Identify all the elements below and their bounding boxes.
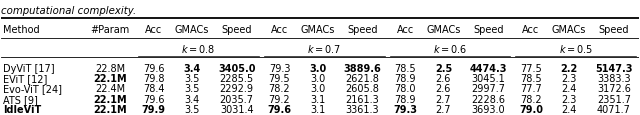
Text: Speed: Speed (473, 24, 504, 34)
Text: 3.5: 3.5 (184, 73, 200, 83)
Text: Evo-ViT [24]: Evo-ViT [24] (3, 84, 61, 94)
Text: #Param: #Param (90, 24, 130, 34)
Text: 22.1M: 22.1M (93, 94, 127, 104)
Text: Speed: Speed (598, 24, 629, 34)
Text: 3.5: 3.5 (184, 84, 200, 94)
Text: 22.4M: 22.4M (95, 84, 125, 94)
Text: IdleViT: IdleViT (3, 104, 41, 114)
Text: 2.5: 2.5 (435, 63, 452, 73)
Text: $k=0.7$: $k=0.7$ (307, 42, 341, 54)
Text: 22.8M: 22.8M (95, 63, 125, 73)
Text: 2.7: 2.7 (436, 94, 451, 104)
Text: Acc: Acc (522, 24, 540, 34)
Text: 79.8: 79.8 (143, 73, 164, 83)
Text: 3.4: 3.4 (183, 63, 200, 73)
Text: 79.3: 79.3 (269, 63, 291, 73)
Text: 77.7: 77.7 (520, 84, 542, 94)
Text: 79.5: 79.5 (269, 73, 291, 83)
Text: Acc: Acc (397, 24, 414, 34)
Text: 2292.9: 2292.9 (220, 84, 253, 94)
Text: 2.3: 2.3 (561, 94, 577, 104)
Text: 79.6: 79.6 (268, 104, 291, 114)
Text: GMACs: GMACs (426, 24, 461, 34)
Text: 2351.7: 2351.7 (597, 94, 631, 104)
Text: 2.4: 2.4 (561, 84, 577, 94)
Text: 78.5: 78.5 (520, 73, 542, 83)
Text: 3031.4: 3031.4 (220, 104, 253, 114)
Text: 2605.8: 2605.8 (346, 84, 380, 94)
Text: 2621.8: 2621.8 (346, 73, 380, 83)
Text: Method: Method (3, 24, 39, 34)
Text: 4474.3: 4474.3 (469, 63, 507, 73)
Text: 2161.3: 2161.3 (346, 94, 380, 104)
Text: 79.6: 79.6 (143, 94, 164, 104)
Text: 3.4: 3.4 (184, 94, 200, 104)
Text: 78.9: 78.9 (394, 94, 416, 104)
Text: 3.0: 3.0 (309, 63, 326, 73)
Text: 2.7: 2.7 (436, 104, 451, 114)
Text: 3.1: 3.1 (310, 94, 325, 104)
Text: GMACs: GMACs (552, 24, 586, 34)
Text: $k=0.5$: $k=0.5$ (559, 42, 593, 54)
Text: 79.3: 79.3 (393, 104, 417, 114)
Text: EViT [12]: EViT [12] (3, 73, 47, 83)
Text: 3383.3: 3383.3 (597, 73, 631, 83)
Text: 3172.6: 3172.6 (597, 84, 631, 94)
Text: 79.6: 79.6 (143, 63, 164, 73)
Text: 3405.0: 3405.0 (218, 63, 255, 73)
Text: 3.0: 3.0 (310, 84, 325, 94)
Text: 79.0: 79.0 (519, 104, 543, 114)
Text: Acc: Acc (271, 24, 288, 34)
Text: 2.4: 2.4 (561, 104, 577, 114)
Text: 2.2: 2.2 (561, 63, 578, 73)
Text: 2035.7: 2035.7 (220, 94, 253, 104)
Text: 79.9: 79.9 (141, 104, 166, 114)
Text: 4071.7: 4071.7 (597, 104, 631, 114)
Text: 5147.3: 5147.3 (595, 63, 633, 73)
Text: 2.6: 2.6 (436, 73, 451, 83)
Text: 78.4: 78.4 (143, 84, 164, 94)
Text: $k=0.8$: $k=0.8$ (181, 42, 216, 54)
Text: DyViT [17]: DyViT [17] (3, 63, 54, 73)
Text: 78.0: 78.0 (394, 84, 416, 94)
Text: 2.3: 2.3 (561, 73, 577, 83)
Text: Acc: Acc (145, 24, 163, 34)
Text: GMACs: GMACs (175, 24, 209, 34)
Text: Speed: Speed (221, 24, 252, 34)
Text: 78.9: 78.9 (394, 73, 416, 83)
Text: 3.5: 3.5 (184, 104, 200, 114)
Text: 79.2: 79.2 (269, 94, 291, 104)
Text: 2.6: 2.6 (436, 84, 451, 94)
Text: 3693.0: 3693.0 (472, 104, 505, 114)
Text: 78.2: 78.2 (269, 84, 291, 94)
Text: Speed: Speed (347, 24, 378, 34)
Text: 3889.6: 3889.6 (344, 63, 381, 73)
Text: GMACs: GMACs (301, 24, 335, 34)
Text: 2285.5: 2285.5 (220, 73, 253, 83)
Text: 2228.6: 2228.6 (471, 94, 505, 104)
Text: 77.5: 77.5 (520, 63, 542, 73)
Text: ATS [9]: ATS [9] (3, 94, 38, 104)
Text: 3361.3: 3361.3 (346, 104, 380, 114)
Text: $k=0.6$: $k=0.6$ (433, 42, 467, 54)
Text: 22.1M: 22.1M (93, 73, 127, 83)
Text: 78.2: 78.2 (520, 94, 542, 104)
Text: 22.1M: 22.1M (93, 104, 127, 114)
Text: 78.5: 78.5 (394, 63, 416, 73)
Text: 2997.7: 2997.7 (471, 84, 505, 94)
Text: 3.0: 3.0 (310, 73, 325, 83)
Text: 3.1: 3.1 (310, 104, 325, 114)
Text: computational complexity.: computational complexity. (1, 6, 136, 15)
Text: 3045.1: 3045.1 (471, 73, 505, 83)
